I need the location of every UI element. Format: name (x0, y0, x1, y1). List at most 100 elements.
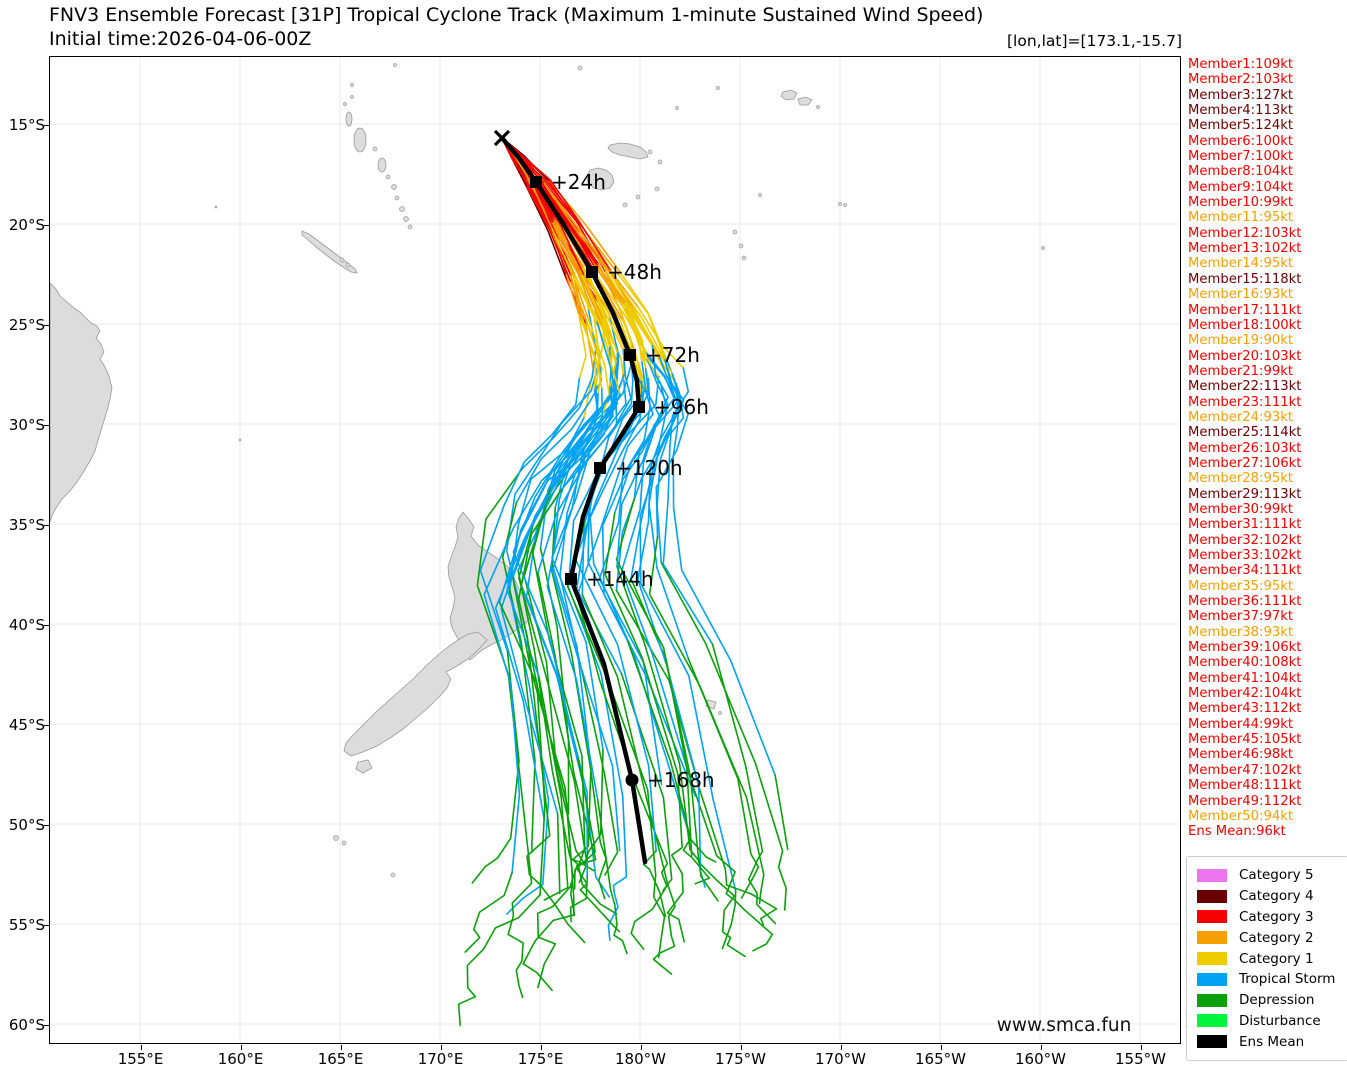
land-layer (50, 63, 1045, 878)
ensemble-track-segment (479, 377, 581, 652)
member-intensity-item: Member46:98kt (1188, 747, 1294, 763)
ensemble-track-segment (616, 565, 719, 902)
ensemble-track-segment (571, 765, 618, 915)
land-islet (339, 257, 345, 263)
x-tick-label: 175°W (715, 1050, 766, 1068)
ensemble-track-segment (671, 372, 777, 777)
land-australia (50, 282, 113, 523)
member-intensity-item: Member28:95kt (1188, 471, 1294, 487)
member-intensity-item: Member3:127kt (1188, 87, 1294, 103)
member-intensity-item: Member24:93kt (1188, 409, 1294, 425)
member-intensity-item: Member5:124kt (1188, 118, 1294, 134)
land-islet (816, 105, 820, 109)
land-islet (675, 106, 679, 110)
land-islet (343, 102, 347, 106)
member-intensity-item: Member1:109kt (1188, 57, 1294, 72)
x-tick-label: 175°E (517, 1050, 564, 1068)
member-intensity-item: Member20:103kt (1188, 348, 1302, 364)
member-intensity-item: Member12:103kt (1188, 225, 1302, 241)
legend-item: Disturbance (1197, 1011, 1347, 1032)
legend-label: Tropical Storm (1239, 971, 1336, 988)
ensemble-track-segment (636, 381, 706, 888)
member-intensity-item: Member4:113kt (1188, 103, 1294, 119)
forecast-hour-label: +96h (654, 395, 709, 419)
x-tick-label: 160°E (217, 1050, 264, 1068)
land-samoa-west (780, 89, 798, 101)
mean-track-circle-marker (625, 773, 639, 787)
land-island (377, 157, 387, 173)
ensemble-track-segment (565, 274, 580, 316)
member-intensity-item: Member35:95kt (1188, 578, 1294, 594)
land-islet (738, 243, 744, 249)
y-tick-mark (44, 124, 49, 126)
land-new-caledonia (301, 230, 358, 274)
member-intensity-item: Member45:105kt (1188, 732, 1302, 748)
member-intensity-item: Member48:111kt (1188, 778, 1302, 794)
ensemble-track-segment (596, 264, 627, 304)
ensemble-track-segment (626, 640, 717, 863)
forecast-hour-label: +168h (647, 768, 715, 792)
land-islet (577, 65, 583, 71)
legend-item: Category 4 (1197, 886, 1347, 907)
initial-time-subtitle: Initial time:2026-04-06-00Z (49, 28, 312, 50)
ensemble-track-segment (483, 388, 600, 874)
ensemble-track-segment (573, 278, 589, 319)
y-tick-mark (44, 924, 49, 926)
member-intensity-item: Member16:93kt (1188, 287, 1294, 303)
ensemble-track-segment (501, 137, 572, 283)
legend-item: Ens Mean (1197, 1031, 1347, 1052)
x-tick-mark (240, 1045, 242, 1050)
mean-track-square-marker (565, 573, 577, 585)
member-intensity-item: Member39:106kt (1188, 640, 1302, 656)
ensemble-track-segment (721, 889, 737, 950)
ensemble-track-segment (556, 812, 561, 895)
legend-item: Category 3 (1197, 907, 1347, 928)
ensemble-track-segment (539, 547, 570, 815)
legend-color-swatch (1197, 868, 1227, 882)
ensemble-track-segment (648, 536, 765, 905)
y-tick-label: 50°S (8, 815, 45, 834)
member-intensity-item: Member47:102kt (1188, 762, 1302, 778)
y-tick-mark (44, 324, 49, 326)
land-islet (758, 193, 762, 197)
ensemble-track-segment (579, 661, 619, 876)
ensemble-track-segment (476, 467, 533, 999)
member-intensity-item: Member14:95kt (1188, 256, 1294, 272)
page-title: FNV3 Ensemble Forecast [31P] Tropical Cy… (49, 4, 984, 26)
land-islet (399, 206, 405, 212)
ensemble-track-segment (585, 320, 603, 395)
member-intensity-item: Member27:106kt (1188, 455, 1302, 471)
land-islet (403, 216, 409, 222)
legend-label: Category 2 (1239, 929, 1314, 946)
ensemble-track-segment (581, 362, 645, 596)
member-intensity-item: Member43:112kt (1188, 701, 1302, 717)
land-fiji-viti-levu (586, 167, 615, 191)
land-islet (654, 186, 660, 192)
land-islet (214, 205, 218, 209)
x-tick-mark (1140, 1045, 1142, 1050)
map-svg: +24h +48h +72h +96h +120h +144h +168h www.smca.… (50, 57, 1180, 1043)
member-intensity-item: Member42:104kt (1188, 686, 1302, 702)
legend-item: Category 5 (1197, 865, 1347, 886)
legend-color-swatch (1197, 972, 1227, 986)
ensemble-track-segment (505, 366, 599, 638)
land-nz-north-island (447, 511, 533, 661)
ensemble-track-segment (615, 589, 778, 926)
land-samoa-east (797, 96, 813, 106)
legend-color-swatch (1197, 1014, 1227, 1028)
land-islet (341, 840, 347, 846)
ensemble-track-segment (655, 359, 689, 538)
x-tick-mark (740, 1045, 742, 1050)
member-intensity-item: Member17:111kt (1188, 302, 1302, 318)
x-tick-label: 160°W (1015, 1050, 1066, 1068)
member-intensity-item: Member30:99kt (1188, 501, 1294, 517)
x-tick-label: 165°E (317, 1050, 364, 1068)
ensemble-track-segment (583, 274, 604, 320)
y-tick-mark (44, 224, 49, 226)
forecast-hour-label: +48h (607, 260, 662, 284)
mean-track-square-marker (594, 462, 606, 474)
legend-item: Tropical Storm (1197, 969, 1347, 990)
land-islet (657, 159, 663, 165)
mean-track-square-marker (586, 266, 598, 278)
y-tick-mark (44, 524, 49, 526)
